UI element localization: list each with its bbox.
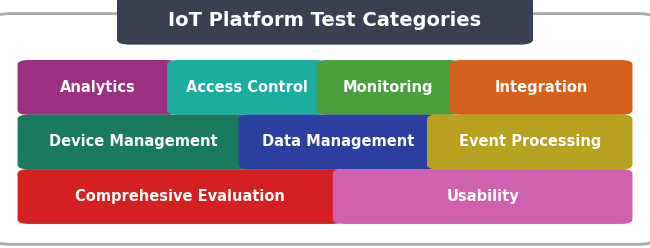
Text: Device Management: Device Management bbox=[49, 134, 218, 150]
FancyBboxPatch shape bbox=[317, 60, 460, 115]
FancyBboxPatch shape bbox=[0, 14, 650, 244]
Text: Data Management: Data Management bbox=[262, 134, 414, 150]
FancyBboxPatch shape bbox=[117, 0, 533, 45]
FancyBboxPatch shape bbox=[18, 169, 343, 224]
FancyBboxPatch shape bbox=[239, 115, 437, 169]
Text: Integration: Integration bbox=[495, 80, 588, 95]
Text: Comprehesive Evaluation: Comprehesive Evaluation bbox=[75, 189, 285, 204]
Text: Monitoring: Monitoring bbox=[343, 80, 434, 95]
Text: Event Processing: Event Processing bbox=[458, 134, 601, 150]
FancyBboxPatch shape bbox=[427, 115, 632, 169]
Text: Analytics: Analytics bbox=[60, 80, 135, 95]
Text: Usability: Usability bbox=[447, 189, 519, 204]
FancyBboxPatch shape bbox=[450, 60, 632, 115]
Text: Access Control: Access Control bbox=[186, 80, 308, 95]
FancyBboxPatch shape bbox=[167, 60, 327, 115]
FancyBboxPatch shape bbox=[333, 169, 632, 224]
FancyBboxPatch shape bbox=[18, 60, 177, 115]
FancyBboxPatch shape bbox=[18, 115, 249, 169]
Text: IoT Platform Test Categories: IoT Platform Test Categories bbox=[168, 11, 482, 30]
